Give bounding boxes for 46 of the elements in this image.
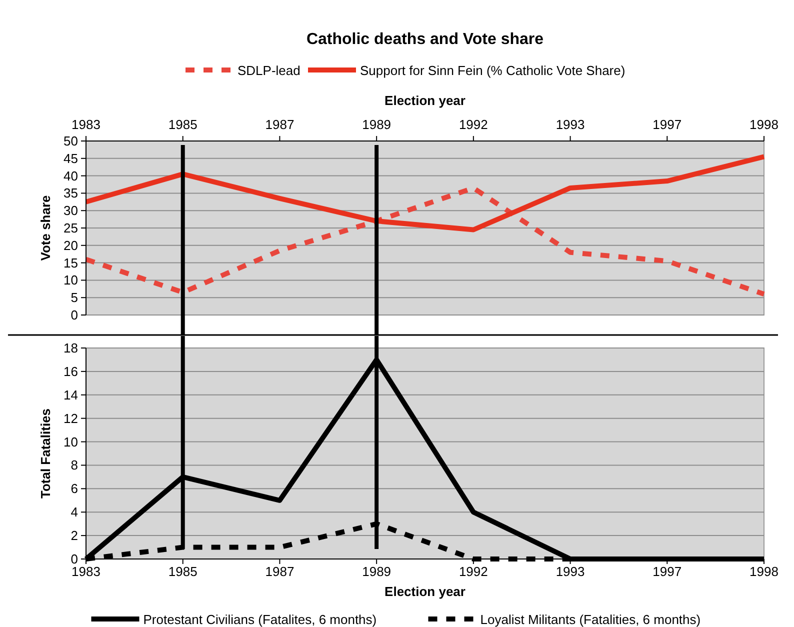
y-tick-label: 30	[64, 203, 78, 218]
legend-label: Loyalist Militants (Fatalities, 6 months)	[480, 612, 701, 627]
x-tick-label: 1987	[265, 117, 294, 132]
y-axis-title: Total Fatalities	[38, 408, 53, 499]
x-tick-label: 1998	[750, 564, 778, 579]
y-tick-label: 10	[64, 272, 78, 288]
y-tick-label: 6	[70, 481, 78, 496]
x-tick-label: 1997	[652, 117, 682, 132]
y-tick-label: 2	[70, 528, 78, 544]
x-tick-label: 1997	[652, 564, 682, 579]
y-axis-title: Vote share	[38, 195, 53, 261]
x-tick-label: 1985	[168, 117, 198, 132]
y-tick-label: 8	[70, 458, 78, 473]
y-tick-label: 4	[70, 504, 78, 520]
x-axis-title: Election year	[384, 93, 466, 108]
x-tick-label: 1987	[265, 564, 294, 579]
y-tick-label: 20	[64, 238, 78, 253]
legend-label: Protestant Civilians (Fatalites, 6 months)	[143, 612, 377, 627]
y-tick-label: 50	[64, 134, 78, 148]
y-tick-label: 25	[64, 220, 78, 236]
y-tick-label: 35	[64, 186, 78, 201]
x-tick-label: 1983	[72, 564, 100, 579]
y-tick-label: 0	[70, 308, 78, 322]
x-tick-label: 1989	[362, 564, 392, 579]
y-tick-label: 18	[64, 340, 78, 356]
x-tick-label: 1985	[168, 564, 198, 579]
legend-label: Support for Sinn Fein (% Catholic Vote Share)	[360, 63, 626, 78]
x-tick-label: 1992	[458, 117, 488, 132]
x-tick-label: 1998	[750, 117, 778, 132]
y-tick-label: 16	[64, 364, 78, 379]
x-tick-label: 1993	[556, 564, 585, 579]
x-tick-label: 1989	[362, 117, 392, 132]
y-tick-label: 15	[64, 255, 78, 270]
x-tick-label: 1992	[458, 564, 488, 579]
x-tick-label: 1993	[556, 117, 585, 132]
legend-label: SDLP-lead	[238, 63, 300, 78]
y-tick-label: 40	[64, 168, 78, 184]
chart-title: Catholic deaths and Vote share	[306, 31, 544, 48]
y-tick-label: 12	[64, 410, 78, 426]
y-tick-label: 10	[64, 434, 78, 450]
y-tick-label: 45	[64, 150, 78, 166]
x-tick-label: 1983	[72, 117, 100, 132]
y-tick-label: 0	[70, 552, 78, 566]
y-tick-label: 14	[64, 387, 78, 402]
y-tick-label: 5	[70, 290, 78, 306]
x-axis-title: Election year	[384, 584, 466, 599]
